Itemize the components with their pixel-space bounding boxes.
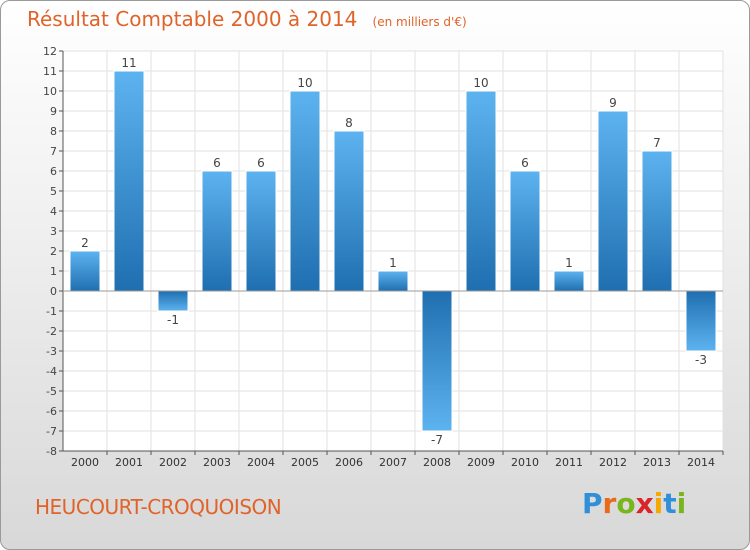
y-tick-label: 8 <box>50 125 57 138</box>
bar-2013 <box>641 150 673 292</box>
bar-2001 <box>113 70 145 292</box>
x-tick-label: 2005 <box>291 456 319 469</box>
bar-2007 <box>377 270 409 292</box>
bar-2010 <box>509 170 541 292</box>
x-tick-label: 2010 <box>511 456 539 469</box>
data-label: 7 <box>653 136 661 150</box>
y-tick-label: -3 <box>46 345 57 358</box>
bar-2003 <box>201 170 233 292</box>
y-tick-label: 11 <box>43 65 57 78</box>
axes <box>59 50 724 455</box>
y-tick-label: -4 <box>46 365 57 378</box>
y-tick-label: -8 <box>46 445 57 458</box>
x-tick-label: 2001 <box>115 456 143 469</box>
logo-letter: r <box>602 487 617 520</box>
x-tick-label: 2000 <box>71 456 99 469</box>
bar-2002 <box>157 290 189 312</box>
logo-letter: i <box>653 487 664 520</box>
x-tick-label: 2009 <box>467 456 495 469</box>
y-tick-label: -6 <box>46 405 57 418</box>
y-tick-label: 7 <box>50 145 57 158</box>
chart-title: Résultat Comptable 2000 à 2014 <box>27 7 358 31</box>
data-label: 6 <box>257 156 265 170</box>
data-label: -1 <box>167 313 179 327</box>
y-tick-label: 5 <box>50 185 57 198</box>
y-tick-label: 9 <box>50 105 57 118</box>
data-label: 10 <box>473 76 488 90</box>
x-tick-label: 2007 <box>379 456 407 469</box>
x-tick-label: 2013 <box>643 456 671 469</box>
x-tick-label: 2002 <box>159 456 187 469</box>
bar-2009 <box>465 90 497 292</box>
y-tick-label: 12 <box>43 45 57 58</box>
x-tick-label: 2004 <box>247 456 275 469</box>
data-label: 10 <box>297 76 312 90</box>
data-label: 1 <box>389 256 397 270</box>
x-tick-label: 2003 <box>203 456 231 469</box>
bar-2008 <box>421 290 453 432</box>
data-label: -7 <box>431 433 443 447</box>
y-tick-label: 10 <box>43 85 57 98</box>
x-tick-label: 2012 <box>599 456 627 469</box>
data-label: 11 <box>121 56 136 70</box>
bars <box>69 70 717 432</box>
bar-2011 <box>553 270 585 292</box>
logo-letter: x <box>635 487 654 520</box>
x-tick-label: 2014 <box>687 456 715 469</box>
y-tick-label: -5 <box>46 385 57 398</box>
y-tick-label: 2 <box>50 245 57 258</box>
logo-letter: t <box>663 487 677 520</box>
commune-name: HEUCOURT-CROQUOISON <box>35 495 282 519</box>
data-label: 9 <box>609 96 617 110</box>
logo-letter: i <box>676 487 687 520</box>
data-label: 8 <box>345 116 353 130</box>
y-tick-label: 0 <box>50 285 57 298</box>
data-label: 6 <box>521 156 529 170</box>
y-tick-label: 6 <box>50 165 57 178</box>
x-tick-label: 2006 <box>335 456 363 469</box>
data-label: 2 <box>81 236 89 250</box>
bar-2006 <box>333 130 365 292</box>
logo-letter: P <box>582 487 603 520</box>
bar-2005 <box>289 90 321 292</box>
y-tick-label: 1 <box>50 265 57 278</box>
x-tick-label: 2011 <box>555 456 583 469</box>
data-labels: 2 11 -1 6 6 10 8 1 -7 10 6 1 9 7 -3 <box>81 56 707 447</box>
y-tick-label: -7 <box>46 425 57 438</box>
title-row: Résultat Comptable 2000 à 2014 (en milli… <box>27 7 467 31</box>
bar-2004 <box>245 170 277 292</box>
x-tick-label: 2008 <box>423 456 451 469</box>
bar-2014 <box>685 290 717 352</box>
data-label: -3 <box>695 353 707 367</box>
x-tick-labels: 2000 2001 2002 2003 2004 2005 2006 2007 2008 2009… <box>71 456 715 469</box>
bar-2012 <box>597 110 629 292</box>
data-label: 6 <box>213 156 221 170</box>
proxiti-logo: Proxiti <box>582 487 686 520</box>
logo-letter: o <box>616 487 636 520</box>
y-tick-label: 3 <box>50 225 57 238</box>
y-tick-label: -2 <box>46 325 57 338</box>
bar-2000 <box>69 250 101 292</box>
y-tick-label: 4 <box>50 205 57 218</box>
data-label: 1 <box>565 256 573 270</box>
y-tick-label: -1 <box>46 305 57 318</box>
chart-unit: (en milliers d'€) <box>372 15 467 29</box>
